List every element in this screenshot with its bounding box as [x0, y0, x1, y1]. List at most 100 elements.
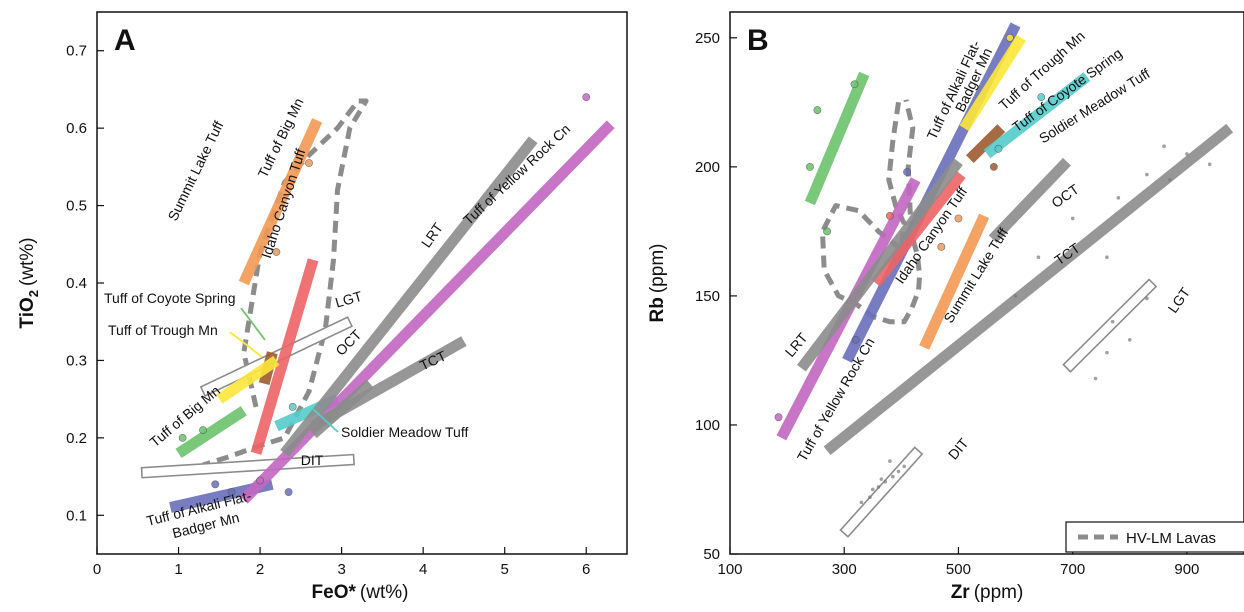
y-tick-label: 0.6: [66, 120, 87, 137]
x-tick-label: 100: [717, 561, 742, 578]
hv-lm-lavas-field: [202, 98, 369, 468]
trend-tuff-of-big-mn: [175, 406, 247, 458]
data-point: [850, 80, 859, 89]
field-label-dit: DIT: [945, 435, 972, 463]
data-point: [1185, 152, 1189, 156]
data-point: [903, 168, 911, 176]
trend-soldier-meadow-tuff: [983, 72, 1091, 159]
trend-idaho-canyon-tuff: [871, 171, 966, 287]
y-tick-label: 150: [695, 288, 720, 305]
data-point: [288, 402, 297, 411]
data-point: [1127, 337, 1132, 342]
data-point: [1005, 33, 1014, 42]
x-tick-label: 500: [946, 561, 971, 578]
y-tick-label: 100: [695, 417, 720, 434]
y-title-main: Rb: [647, 297, 668, 322]
data-point: [1207, 162, 1212, 167]
panel-a-frame: [96, 11, 628, 555]
y-tick-label: 200: [695, 159, 720, 176]
data-point: [823, 227, 831, 236]
data-point: [582, 93, 591, 102]
data-point: [813, 106, 822, 114]
y-title-unit: (wt%): [17, 237, 38, 286]
panel-b-x-axis-title: Zr (ppm): [951, 582, 1024, 603]
data-point: [859, 500, 864, 505]
data-point: [774, 413, 783, 422]
data-point: [1110, 319, 1115, 324]
panel-a-plot-area: [140, 93, 615, 513]
leader-label-soldier-meadow-tuff: Soldier Meadow Tuff: [341, 424, 468, 440]
panel-a-letter: A: [114, 24, 136, 57]
field-box-lgt: [1062, 278, 1158, 373]
data-point: [937, 242, 946, 251]
data-point: [1037, 93, 1046, 102]
trend-summit-lake-tuff: [919, 213, 990, 350]
data-point: [888, 459, 892, 463]
y-tick-label: 250: [695, 30, 720, 47]
data-point: [994, 144, 1003, 153]
y-tick-label: 0.2: [66, 430, 87, 447]
x-tick-label: 4: [419, 561, 427, 578]
data-point: [890, 474, 895, 479]
x-tick-label: 3: [337, 561, 345, 578]
trend-tuff-of-trough-mn: [959, 34, 1026, 132]
data-point: [1013, 294, 1018, 298]
data-point: [227, 488, 236, 496]
data-point: [305, 159, 313, 167]
x-tick-label: 900: [1174, 561, 1199, 578]
data-point: [199, 426, 207, 435]
panel-b-frame: [729, 11, 1244, 555]
y-tick-label: 0.4: [66, 275, 87, 292]
data-point: [806, 162, 814, 171]
trend-tuff-of-big-mn: [804, 71, 870, 206]
data-point: [851, 335, 860, 344]
data-point: [1036, 255, 1041, 259]
x-tick-label: 700: [1060, 561, 1085, 578]
data-point: [868, 495, 872, 500]
field-label-lgt: LGT: [333, 288, 364, 311]
data-point: [902, 464, 906, 469]
trend-idaho-canyon-tuff: [250, 258, 319, 455]
x-title-main: Zr: [951, 582, 971, 603]
y-tick-label: 50: [703, 546, 720, 563]
data-point: [954, 214, 963, 223]
data-point: [284, 488, 293, 496]
y-tick-label: 0.1: [66, 507, 87, 524]
panel-a-y-axis-title: TiO2 (wt%): [17, 237, 41, 328]
x-tick-label: 0: [93, 561, 101, 578]
field-lgt: [1062, 278, 1158, 373]
data-point: [256, 476, 264, 485]
leader-label-tuff-of-trough-mn: Tuff of Trough Mn: [108, 322, 218, 338]
trend-tuff-of-coyote-spring: [966, 124, 1006, 164]
trend-label-summit-lake-tuff: Summit Lake Tuff: [164, 118, 226, 223]
x-title-main: FeO*: [312, 582, 357, 603]
data-point: [1145, 172, 1149, 177]
y-tick-label: 0.3: [66, 352, 87, 369]
data-point: [272, 248, 281, 256]
trend-lrt: [280, 136, 538, 457]
leader-line-tuff-of-trough-mn: [229, 331, 263, 358]
x-tick-label: 1: [174, 561, 182, 578]
data-point: [989, 162, 998, 171]
data-point: [896, 469, 901, 474]
panel-b-y-axis-title: Rb (ppm): [647, 244, 668, 323]
data-point: [1105, 350, 1109, 355]
x-title-unit: (wt%): [360, 582, 409, 603]
data-point: [1145, 296, 1149, 301]
field-box-dit: [140, 453, 356, 479]
x-tick-label: 2: [256, 561, 264, 578]
trend-tuff-of-trough-mn: [216, 355, 280, 404]
trend-summit-lake-tuff: [238, 118, 323, 286]
panel-a-x-axis-title: FeO* (wt%): [312, 582, 409, 603]
data-point: [211, 480, 220, 489]
x-tick-label: 5: [501, 561, 509, 578]
panel-b-plot-area: [774, 22, 1234, 538]
data-point: [883, 479, 888, 484]
data-point: [886, 211, 894, 220]
x-tick-label: 300: [832, 561, 857, 578]
trend-label-lrt: LRT: [418, 219, 446, 250]
data-point: [1093, 376, 1098, 381]
